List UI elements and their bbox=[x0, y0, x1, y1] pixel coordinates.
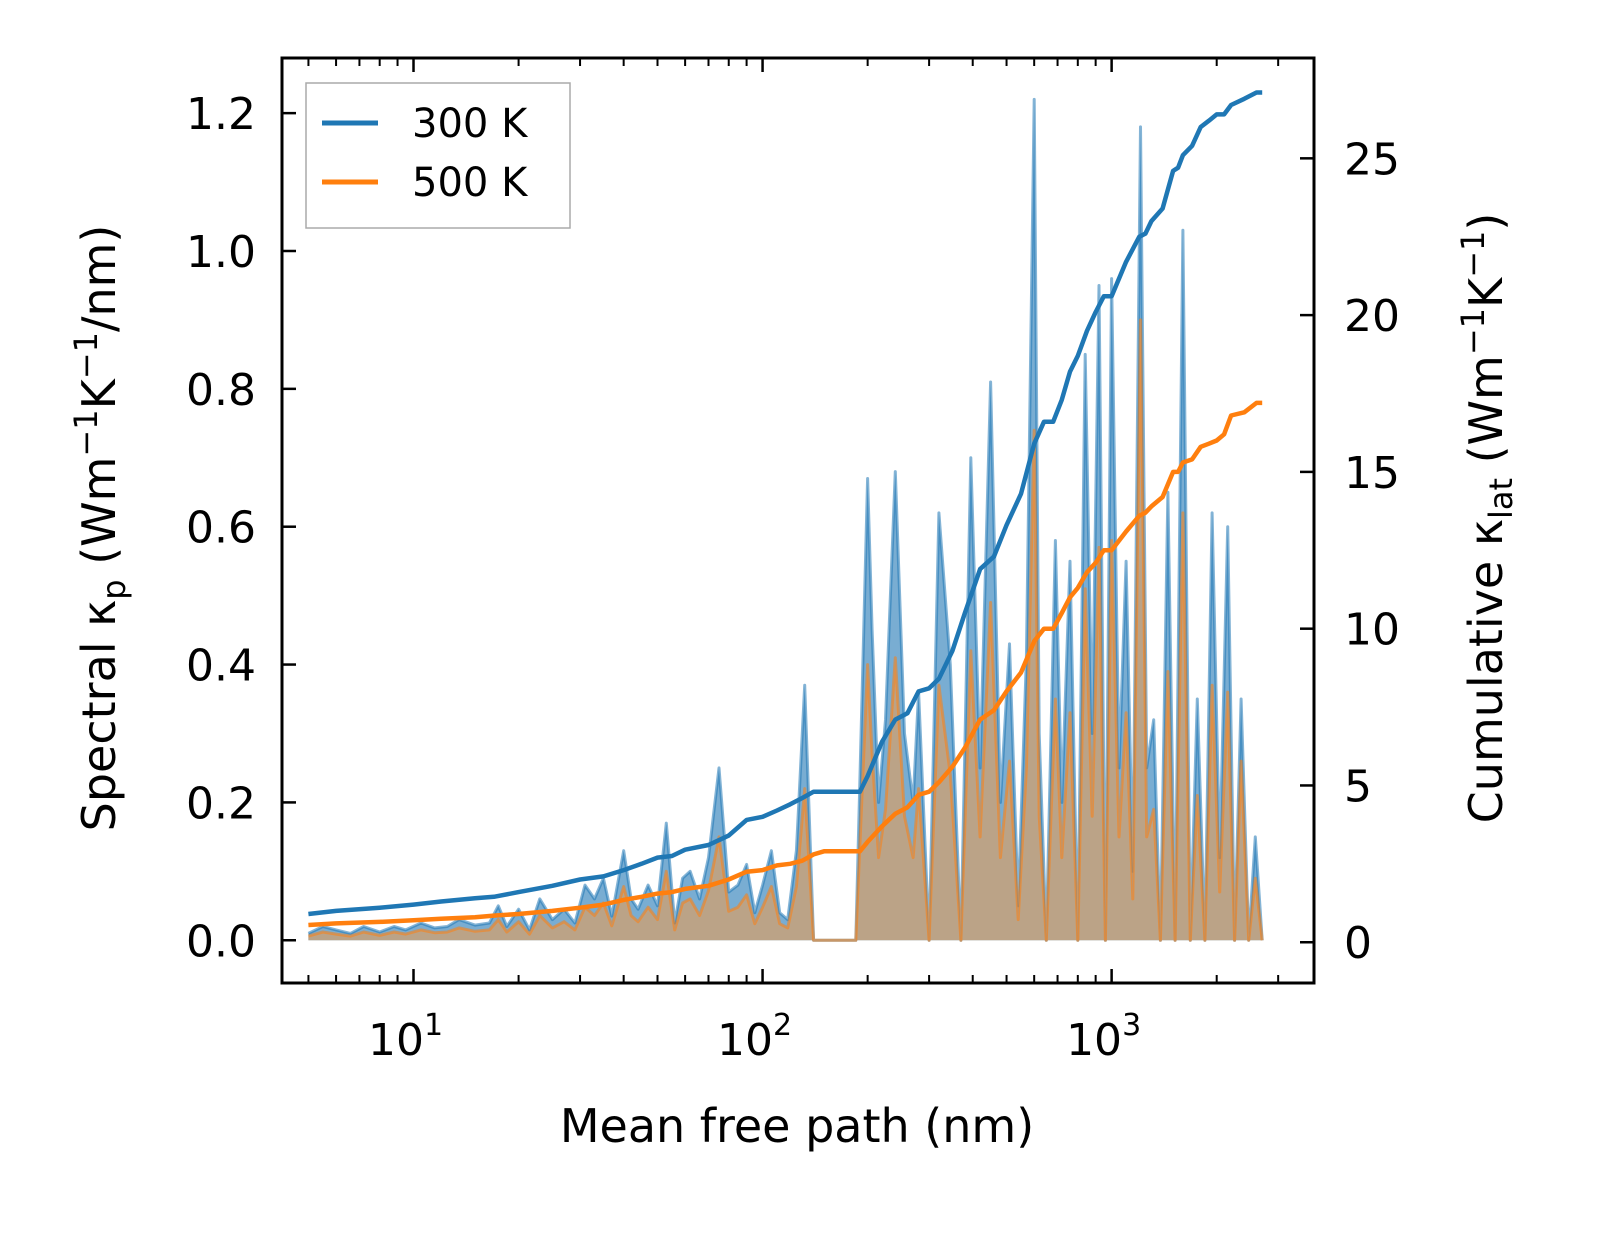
legend-label-300k: 300 K bbox=[412, 101, 529, 147]
legend-label-500k: 500 K bbox=[412, 160, 529, 206]
y-right-title-unit-close: ) bbox=[1459, 213, 1513, 231]
y-right-tick-label: 5 bbox=[1344, 761, 1372, 812]
x-tick-label: 103 bbox=[1066, 1008, 1141, 1066]
axes-frame bbox=[280, 56, 1316, 985]
y-right-title-unit-mid: K bbox=[1459, 276, 1513, 308]
legend-box bbox=[305, 82, 571, 229]
y-right-title-unit-open: (Wm bbox=[1459, 355, 1513, 478]
y-left-title-base: Spectral κ bbox=[72, 600, 126, 832]
y-axis-left-title: Spectral κp (Wm−1K−1/nm) bbox=[67, 225, 133, 832]
y-left-title-sup2: −1 bbox=[67, 332, 105, 379]
y-right-title-sub: lat bbox=[1482, 478, 1520, 519]
y-right-tick-label: 10 bbox=[1344, 605, 1400, 656]
y-right-tick-label: 15 bbox=[1344, 448, 1400, 499]
y-left-title-sub: p bbox=[95, 579, 133, 599]
y-right-title-sup1: −1 bbox=[1454, 308, 1492, 355]
y-right-tick-label: 0 bbox=[1344, 918, 1372, 969]
y-left-title-sup1: −1 bbox=[67, 409, 105, 456]
series-line-300-k bbox=[308, 90, 1263, 917]
y-left-tick-label: 0.2 bbox=[186, 778, 256, 829]
plot-frame bbox=[280, 56, 1316, 985]
x-axis-title: Mean free path (nm) bbox=[560, 1099, 1034, 1153]
y-left-title-unit-mid: K bbox=[72, 377, 126, 409]
y-left-title-unit-open: (Wm bbox=[72, 457, 126, 580]
y-left-title-unit-close: /nm) bbox=[72, 225, 126, 332]
y-axis-right-title: Cumulative κlat (Wm−1K−1) bbox=[1454, 213, 1520, 824]
series-outline-500-k-spectral bbox=[307, 318, 1264, 942]
series-fill-500-k-spectral bbox=[308, 319, 1263, 941]
plot-area bbox=[307, 90, 1264, 942]
y-left-tick-label: 0.6 bbox=[186, 503, 256, 554]
legend: 300 K 500 K bbox=[305, 82, 571, 229]
y-right-tick-label: 20 bbox=[1344, 291, 1400, 342]
y-right-title-base: Cumulative κ bbox=[1459, 519, 1513, 823]
y-left-tick-label: 0.0 bbox=[186, 916, 256, 967]
y-left-tick-label: 1.0 bbox=[186, 227, 256, 278]
y-left-tick-label: 0.4 bbox=[186, 641, 256, 692]
y-left-tick-label: 1.2 bbox=[186, 89, 256, 140]
x-tick-label: 101 bbox=[368, 1008, 443, 1066]
series-line-500-k bbox=[308, 400, 1263, 928]
y-right-tick-label: 25 bbox=[1344, 134, 1400, 185]
axis-ticks: 101 102 103 0.0 0.2 0.4 0.6 0.8 1.0 1.2 0 5 10 15 20 25 bbox=[186, 58, 1400, 1066]
x-tick-label: 102 bbox=[717, 1008, 792, 1066]
y-left-tick-label: 0.8 bbox=[186, 365, 256, 416]
y-right-title-sup2: −1 bbox=[1454, 231, 1492, 278]
